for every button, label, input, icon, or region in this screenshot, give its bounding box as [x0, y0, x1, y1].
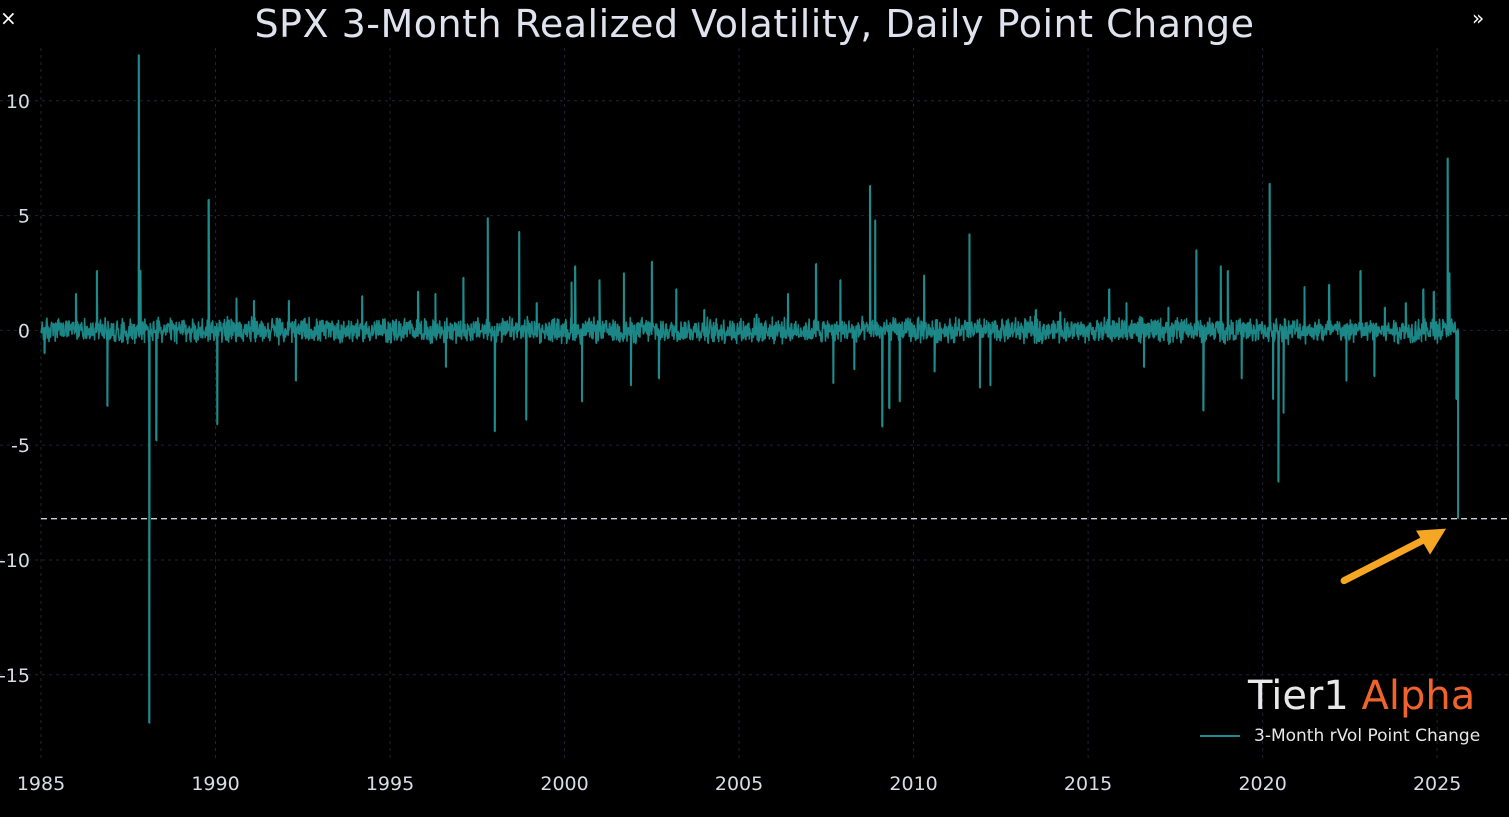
y-tick-label: 5	[18, 206, 30, 228]
y-tick-label: -15	[0, 665, 30, 687]
legend-swatch	[1200, 735, 1240, 737]
brand-watermark: Tier1 Alpha	[1248, 672, 1475, 720]
arrow-shaft	[1340, 535, 1430, 585]
x-tick-label: 2015	[1064, 773, 1112, 795]
series-layer	[40, 54, 1460, 724]
x-tick-label: 2000	[540, 773, 588, 795]
series-line	[40, 54, 1459, 724]
x-tick-label: 2005	[715, 773, 763, 795]
arrow-head	[1416, 528, 1447, 555]
x-tick-label: 2025	[1413, 773, 1461, 795]
expand-icon[interactable]: »	[1472, 6, 1485, 30]
x-tick-label: 1985	[17, 773, 65, 795]
brand-name: Tier1	[1248, 673, 1349, 719]
brand-accent: Alpha	[1361, 673, 1476, 719]
legend: 3-Month rVol Point Change	[1200, 726, 1480, 746]
x-tick-label: 2020	[1238, 773, 1286, 795]
annotation-layer	[1340, 528, 1447, 585]
legend-label: 3-Month rVol Point Change	[1254, 726, 1481, 746]
y-tick-label: 10	[6, 91, 30, 113]
x-tick-label: 2010	[889, 773, 937, 795]
y-tick-label: 0	[18, 320, 30, 342]
x-tick-label: 1990	[191, 773, 239, 795]
x-axis-ticks: 1985 1990 1995 2000 2005 2010 2015 2020 2025	[17, 773, 1461, 795]
y-axis-ticks: 10 5 0 -5 -10 -15	[0, 91, 30, 687]
x-tick-label: 1995	[366, 773, 414, 795]
y-tick-label: -5	[11, 435, 30, 457]
y-tick-label: -10	[0, 550, 30, 572]
close-icon[interactable]: ×	[0, 6, 17, 30]
chart-title: SPX 3-Month Realized Volatility, Daily P…	[254, 2, 1255, 46]
grid	[0, 48, 1509, 762]
